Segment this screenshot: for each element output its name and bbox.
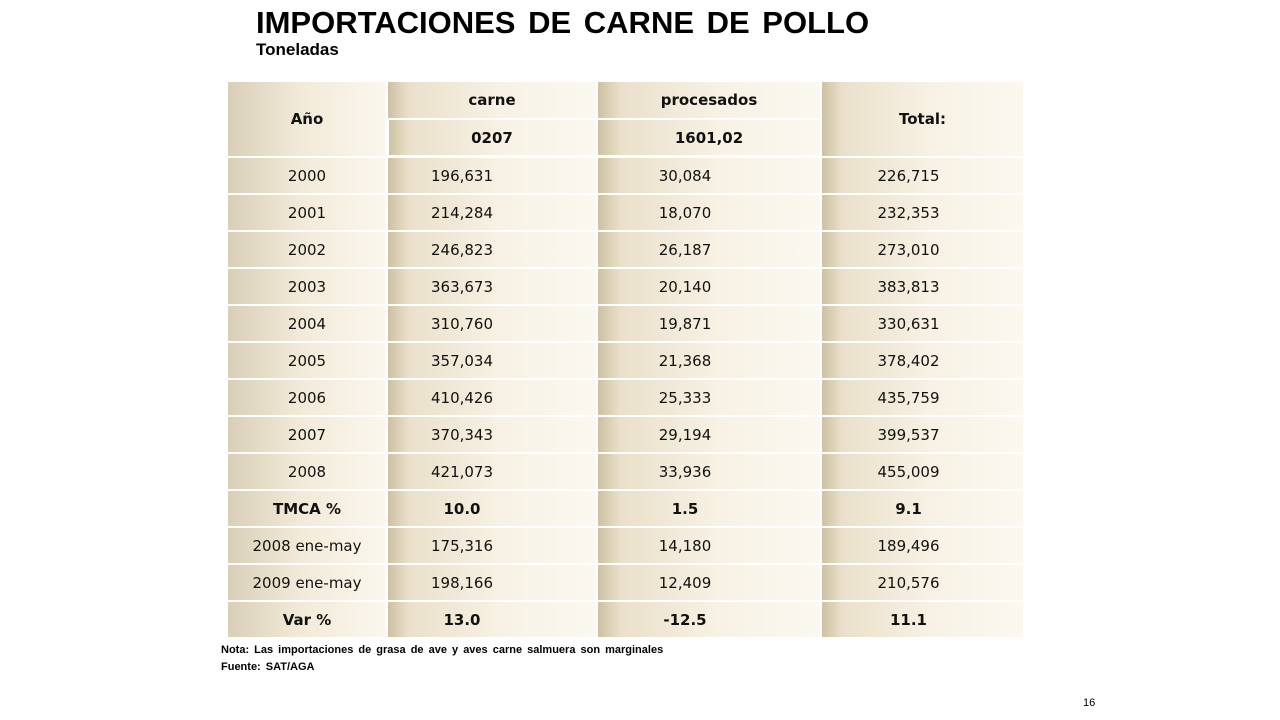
cell-carne: 175,316 [388, 528, 596, 563]
cell-procesados: 19,871 [598, 306, 820, 341]
cell-carne: 13.0 [388, 602, 596, 637]
header-code-carne: 0207 [388, 120, 596, 156]
row-label: 2009 ene-may [228, 565, 386, 600]
cell-total: 210,576 [822, 565, 1023, 600]
row-label: 2006 [228, 380, 386, 415]
header-procesados: procesados [598, 82, 820, 118]
cell-carne: 246,823 [388, 232, 596, 267]
cell-carne: 363,673 [388, 269, 596, 304]
row-label: 2002 [228, 232, 386, 267]
imports-table: Año carne procesados Total: 0207 1601,02… [228, 82, 1023, 637]
page-subtitle: Toneladas [256, 40, 339, 59]
cell-carne: 196,631 [388, 158, 596, 193]
cell-procesados: 30,084 [598, 158, 820, 193]
cell-procesados: 26,187 [598, 232, 820, 267]
cell-total: 273,010 [822, 232, 1023, 267]
cell-total: 232,353 [822, 195, 1023, 230]
row-label: 2008 ene-may [228, 528, 386, 563]
cell-carne: 370,343 [388, 417, 596, 452]
cell-total: 399,537 [822, 417, 1023, 452]
row-label: 2003 [228, 269, 386, 304]
cell-carne: 214,284 [388, 195, 596, 230]
cell-carne: 410,426 [388, 380, 596, 415]
cell-total: 11.1 [822, 602, 1023, 637]
cell-total: 435,759 [822, 380, 1023, 415]
cell-carne: 421,073 [388, 454, 596, 489]
header-year: Año [228, 82, 386, 156]
header-total: Total: [822, 82, 1023, 156]
cell-total: 226,715 [822, 158, 1023, 193]
cell-procesados: 25,333 [598, 380, 820, 415]
row-label: 2000 [228, 158, 386, 193]
header-code-procesados: 1601,02 [598, 120, 820, 156]
cell-total: 383,813 [822, 269, 1023, 304]
cell-total: 378,402 [822, 343, 1023, 378]
page-number: 16 [1083, 697, 1096, 709]
cell-carne: 310,760 [388, 306, 596, 341]
cell-carne: 198,166 [388, 565, 596, 600]
cell-procesados: -12.5 [598, 602, 820, 637]
table-source: Fuente: SAT/AGA [221, 661, 315, 673]
row-label: 2007 [228, 417, 386, 452]
cell-total: 455,009 [822, 454, 1023, 489]
row-label: 2004 [228, 306, 386, 341]
cell-total: 189,496 [822, 528, 1023, 563]
cell-procesados: 18,070 [598, 195, 820, 230]
cell-total: 330,631 [822, 306, 1023, 341]
row-label: 2005 [228, 343, 386, 378]
cell-procesados: 1.5 [598, 491, 820, 526]
cell-procesados: 14,180 [598, 528, 820, 563]
cell-procesados: 12,409 [598, 565, 820, 600]
row-label: 2008 [228, 454, 386, 489]
cell-total: 9.1 [822, 491, 1023, 526]
cell-carne: 357,034 [388, 343, 596, 378]
header-carne: carne [388, 82, 596, 118]
row-label: TMCA % [228, 491, 386, 526]
table-note: Nota: Las importaciones de grasa de ave … [221, 644, 664, 656]
cell-procesados: 21,368 [598, 343, 820, 378]
cell-procesados: 20,140 [598, 269, 820, 304]
row-label: 2001 [228, 195, 386, 230]
page-title: IMPORTACIONES DE CARNE DE POLLO [256, 5, 870, 40]
cell-carne: 10.0 [388, 491, 596, 526]
cell-procesados: 29,194 [598, 417, 820, 452]
cell-procesados: 33,936 [598, 454, 820, 489]
row-label: Var % [228, 602, 386, 637]
